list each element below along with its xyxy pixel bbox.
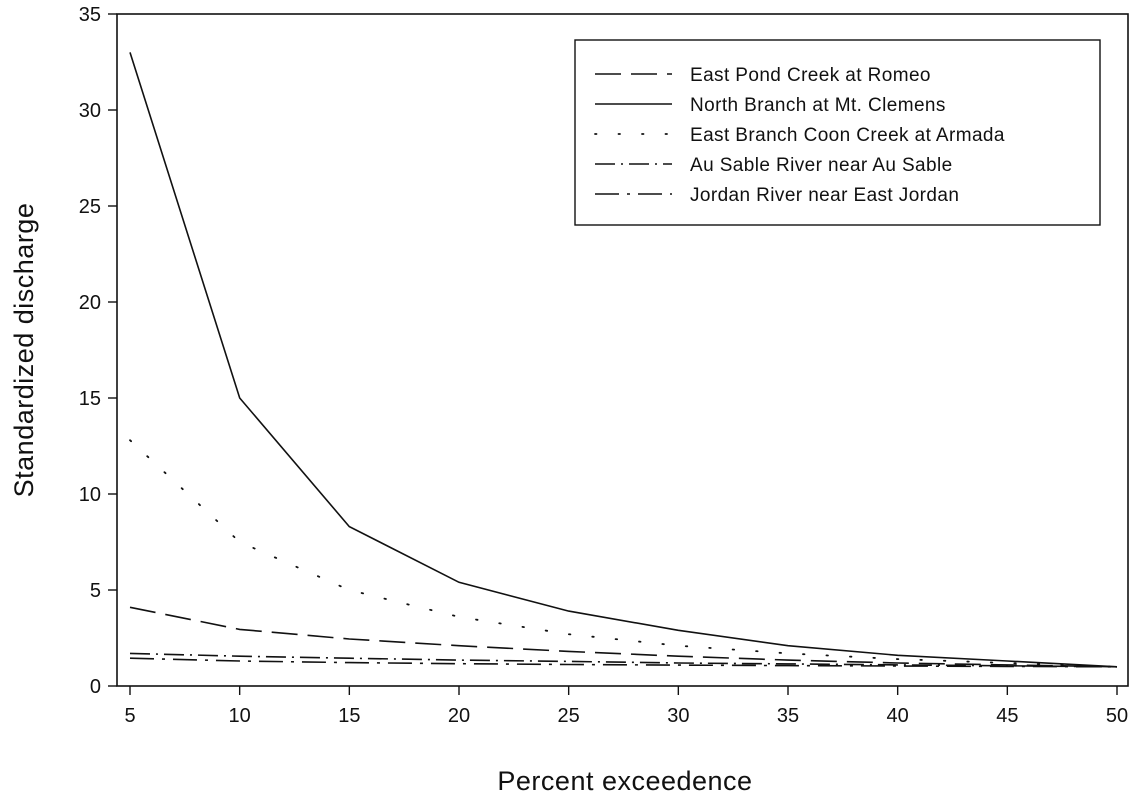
series-line-5 (129, 657, 1118, 668)
legend-label-5: Jordan River near East Jordan (690, 185, 959, 206)
x-tick-label: 5 (124, 705, 135, 727)
x-tick-label: 40 (887, 705, 909, 727)
plot-frame (116, 13, 1129, 687)
y-tick-label: 30 (79, 100, 101, 122)
legend-label-1: East Pond Creek at Romeo (690, 65, 931, 86)
series-line-4 (129, 652, 1118, 668)
y-tick-label: 20 (79, 292, 101, 314)
x-tick-label: 25 (558, 705, 580, 727)
axes: 5 10 15 20 25 30 35 40 45 50 0 5 10 15 20 25 30 35 (79, 4, 1128, 727)
legend-label-2: North Branch at Mt. Clemens (690, 95, 946, 116)
y-tick-label: 5 (90, 580, 101, 602)
legend: East Pond Creek at Romeo North Branch at … (574, 39, 1101, 226)
x-tick-label: 30 (667, 705, 689, 727)
y-tick-label: 0 (90, 676, 101, 698)
x-tick-label: 45 (996, 705, 1018, 727)
x-tick-label: 20 (448, 705, 470, 727)
x-tick-label: 50 (1106, 705, 1128, 727)
series-line-1 (129, 606, 1118, 668)
series-layer (129, 52, 1118, 668)
y-tick-label: 25 (79, 196, 101, 218)
y-axis-title: Standardized discharge (9, 203, 39, 498)
x-axis-title: Percent exceedence (497, 766, 752, 796)
y-tick-label: 15 (79, 388, 101, 410)
legend-box (574, 39, 1101, 226)
legend-label-3: East Branch Coon Creek at Armada (690, 125, 1005, 146)
x-tick-label: 10 (229, 705, 251, 727)
legend-label-4: Au Sable River near Au Sable (690, 155, 953, 176)
x-tick-label: 35 (777, 705, 799, 727)
y-tick-label: 35 (79, 4, 101, 26)
x-tick-label: 15 (338, 705, 360, 727)
plot-area (116, 13, 1129, 687)
series-line-2 (129, 52, 1118, 668)
y-tick-label: 10 (79, 484, 101, 506)
